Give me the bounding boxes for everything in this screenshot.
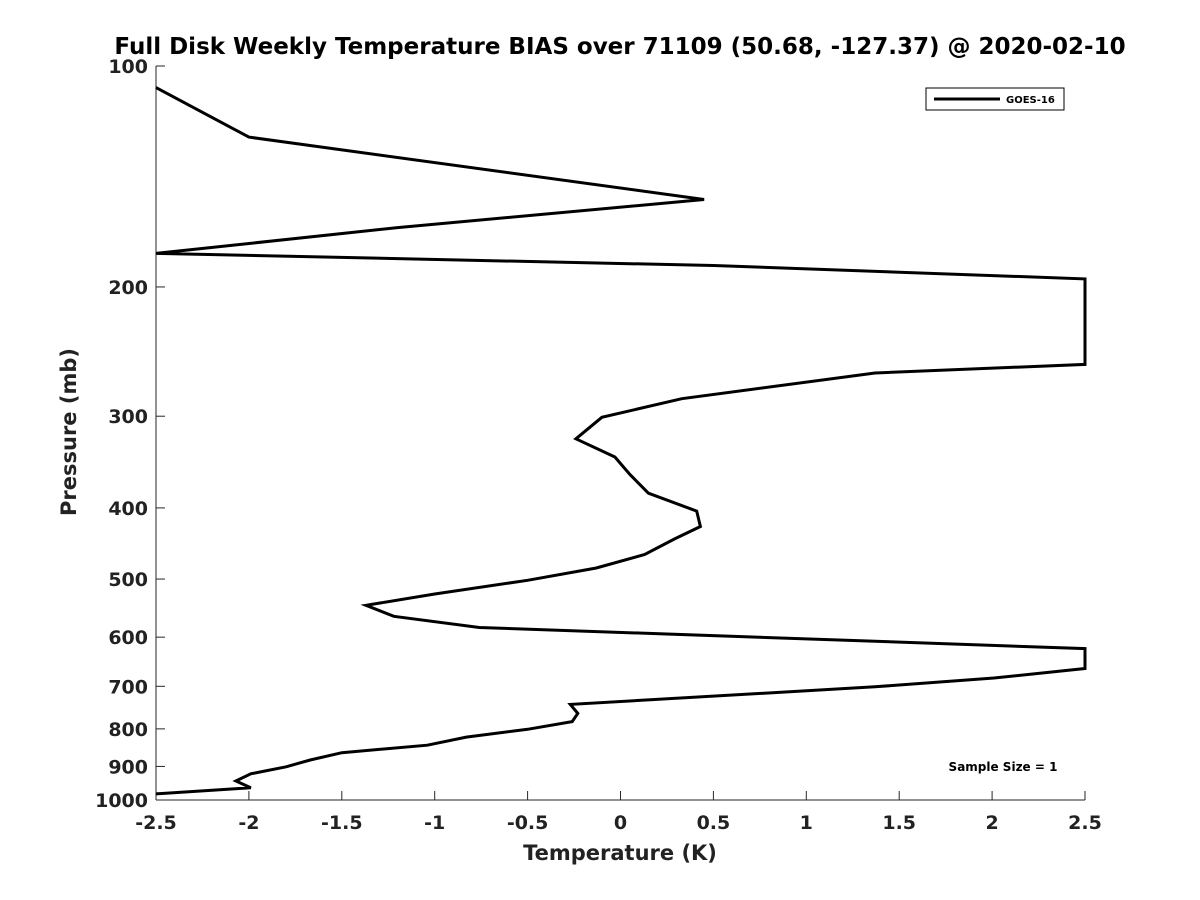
x-tick-label: -2	[238, 812, 259, 834]
plot-area: -2.5 -2 -1.5 -1 -0.5 0 0.5 1 1.5 2 2.5 100 200 300 400…	[95, 56, 1102, 834]
y-tick-label: 300	[108, 406, 148, 428]
series-line-goes-16	[155, 86, 1087, 796]
legend: GOES-16	[925, 87, 1065, 111]
y-tick-label: 700	[108, 676, 148, 698]
sample-size-annotation: Sample Size = 1	[949, 760, 1058, 774]
x-tick-label: -2.5	[135, 812, 177, 834]
y-tick-label: 1000	[95, 790, 148, 812]
x-tick-label: -0.5	[507, 812, 549, 834]
x-tick-label: 2	[985, 812, 998, 834]
y-tick-label: 500	[108, 569, 148, 591]
y-tick-label: 900	[108, 756, 148, 778]
chart-title: Full Disk Weekly Temperature BIAS over 7…	[114, 34, 1125, 60]
y-tick-label: 200	[108, 277, 148, 299]
y-tick-label: 400	[108, 498, 148, 520]
y-tick-label: 800	[108, 719, 148, 741]
x-tick-label: 0.5	[697, 812, 731, 834]
x-axis-label: Temperature (K)	[523, 841, 717, 865]
x-tick-label: 2.5	[1068, 812, 1102, 834]
y-axis-label: Pressure (mb)	[57, 348, 81, 516]
x-tick-label: 0	[614, 812, 627, 834]
x-tick-label: 1.5	[882, 812, 916, 834]
x-tick-label: 1	[800, 812, 813, 834]
y-tick-label: 600	[108, 627, 148, 649]
x-tick-label: -1.5	[321, 812, 363, 834]
x-tick-label: -1	[424, 812, 445, 834]
legend-label-goes-16: GOES-16	[1006, 95, 1055, 106]
y-tick-label: 100	[108, 56, 148, 78]
